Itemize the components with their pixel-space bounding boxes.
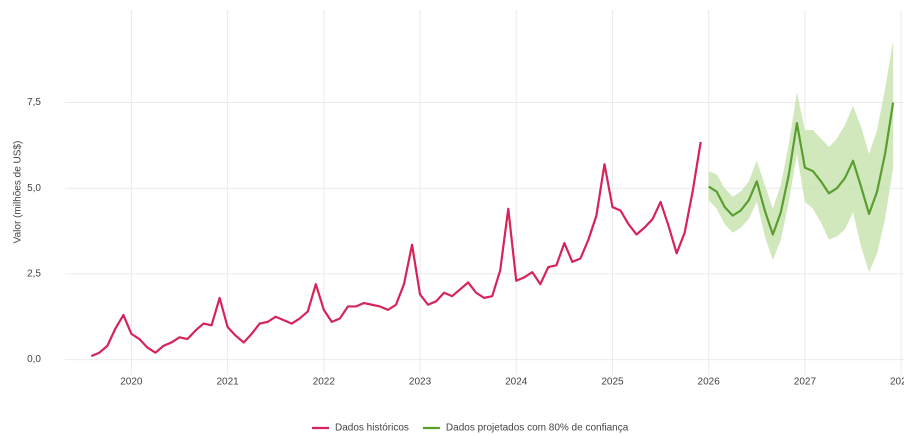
line: [90, 141, 702, 358]
confidence-band: [708, 40, 894, 273]
x-tick-label: 2023: [409, 377, 432, 388]
y-axis-label: Valor (milhões de US$): [13, 141, 24, 244]
x-tick-label: 2022: [313, 377, 336, 388]
x-tick-label: 2027: [794, 377, 817, 388]
x-tick-label: 2028: [890, 377, 904, 388]
legend-label: Dados projetados com 80% de confiança: [446, 423, 629, 434]
x-tick-label: 2020: [120, 377, 143, 388]
x-tick-label: 2021: [216, 377, 239, 388]
y-tick-label: 7,5: [27, 97, 41, 108]
x-tick-label: 2026: [698, 377, 721, 388]
legend-label: Dados históricos: [335, 423, 409, 434]
x-tick-label: 2025: [601, 377, 624, 388]
y-tick-label: 0,0: [27, 354, 41, 365]
line: [708, 102, 895, 236]
y-tick-label: 5,0: [27, 183, 41, 194]
x-tick-label: 2024: [505, 377, 528, 388]
y-tick-label: 2,5: [27, 269, 41, 280]
